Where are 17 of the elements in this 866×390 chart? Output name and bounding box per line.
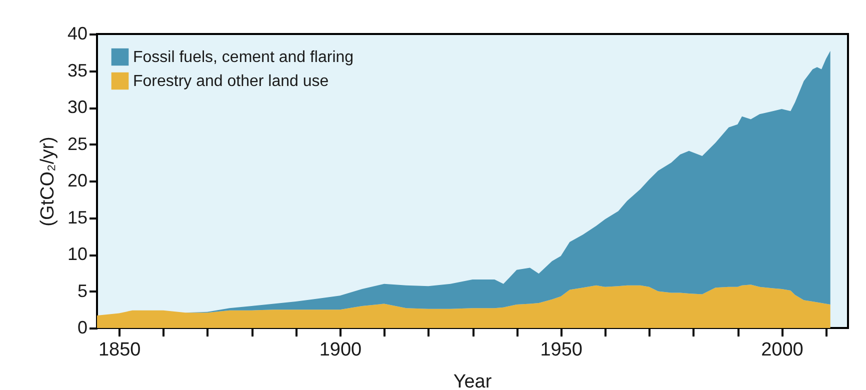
x-tick-label: 1900 bbox=[319, 340, 362, 360]
y-tick-label: 25 bbox=[67, 134, 88, 154]
legend-label: Fossil fuels, cement and flaring bbox=[133, 49, 354, 66]
x-tick-label: 1950 bbox=[540, 340, 582, 360]
y-tick-label: 30 bbox=[67, 97, 88, 117]
y-tick-label: 40 bbox=[67, 24, 88, 44]
y-axis-title: (GtCO₂/yr) bbox=[37, 136, 58, 226]
x-tick-label: 2000 bbox=[761, 340, 804, 360]
y-tick-label: 10 bbox=[67, 244, 88, 264]
y-tick-label: 15 bbox=[67, 207, 88, 228]
y-tick-label: 35 bbox=[67, 60, 88, 80]
y-tick-label: 0 bbox=[77, 318, 88, 338]
x-axis-title: Year bbox=[453, 372, 492, 390]
y-tick-label: 5 bbox=[77, 280, 88, 301]
x-tick-label: 1850 bbox=[98, 340, 141, 360]
legend-label: Forestry and other land use bbox=[133, 73, 329, 90]
y-tick-label: 20 bbox=[67, 170, 88, 190]
